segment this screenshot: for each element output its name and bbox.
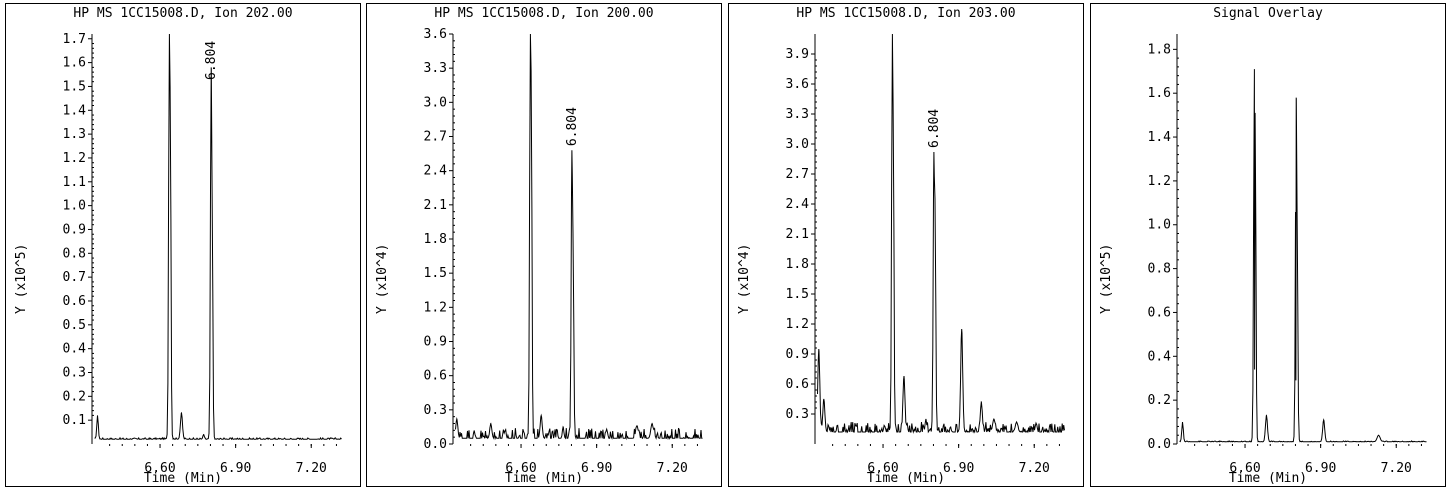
y-tick-label: 1.2 xyxy=(63,151,86,166)
chart-plot-area: 0.0 0.3 0.6 0.9 1.2 1.5 1.8 2.1 2.4 2.7 3.0 3.3 3.6 6… xyxy=(424,27,703,476)
y-tick-label: 1.2 xyxy=(1148,174,1171,189)
x-axis-label: Time (Min) xyxy=(866,471,946,486)
x-tick-label: 6.60 xyxy=(144,461,175,476)
y-tick-label: 0.6 xyxy=(786,377,809,392)
chart-panel-signal-overlay: Signal Overlay Y (x10^5) Time (Min) 0.0 0… xyxy=(1090,3,1446,487)
y-tick-label: 3.3 xyxy=(786,107,809,122)
peak-label: 6.804 xyxy=(927,109,942,148)
y-tick-label: 2.4 xyxy=(786,197,810,212)
y-tick-label: 0.4 xyxy=(1148,349,1172,364)
y-tick-label: 1.0 xyxy=(1148,218,1171,233)
chart-title: HP MS 1CC15008.D, Ion 200.00 xyxy=(434,6,654,21)
y-tick-label: 1.1 xyxy=(63,175,86,190)
y-tick-label: 1.3 xyxy=(63,127,86,142)
peak-label: 6.804 xyxy=(565,107,580,146)
x-axis-label: Time (Min) xyxy=(1228,471,1308,486)
chart-panel-ion-203: HP MS 1CC15008.D, Ion 203.00 Y (x10^4) T… xyxy=(728,3,1084,487)
x-tick-label: 6.60 xyxy=(867,461,898,476)
y-tick-label: 3.6 xyxy=(424,27,447,42)
y-tick-label: 1.2 xyxy=(786,317,809,332)
y-tick-label: 1.6 xyxy=(1148,86,1171,101)
chart-plot-area: 0.0 0.2 0.4 0.6 0.8 1.0 1.2 1.4 1.6 1.8 6.60 6.90 7.… xyxy=(1148,34,1427,476)
chart-plot-area: 0.3 0.6 0.9 1.2 1.5 1.8 2.1 2.4 2.7 3.0 3.3 3.6 3.9 6… xyxy=(786,33,1065,476)
y-tick-label: 2.7 xyxy=(424,130,447,145)
y-tick-label: 0.1 xyxy=(63,413,86,428)
x-tick-label: 7.20 xyxy=(1019,461,1050,476)
y-tick-label: 2.7 xyxy=(786,167,809,182)
y-tick-label: 1.5 xyxy=(424,266,447,281)
x-tick-label: 6.90 xyxy=(220,461,251,476)
x-tick-label: 6.90 xyxy=(1305,461,1336,476)
y-tick-label: 0.6 xyxy=(1148,305,1171,320)
chart-plot-area: 0.1 0.2 0.3 0.4 0.5 0.6 0.7 0.8 0.9 1.0 1.1 1.2 1.3 1… xyxy=(63,32,342,476)
y-tick-label: 0.0 xyxy=(424,437,447,452)
y-tick-label: 1.8 xyxy=(786,257,809,272)
y-tick-label: 0.9 xyxy=(424,335,447,350)
y-tick-label: 1.8 xyxy=(1148,42,1171,57)
x-tick-label: 6.90 xyxy=(943,461,974,476)
y-tick-label: 1.6 xyxy=(63,56,86,71)
y-tick-label: 0.3 xyxy=(63,365,86,380)
y-tick-label: 1.5 xyxy=(786,287,809,302)
y-tick-label: 1.5 xyxy=(63,79,86,94)
signal-trace xyxy=(455,33,703,441)
x-tick-label: 7.20 xyxy=(1381,461,1412,476)
y-tick-label: 0.6 xyxy=(63,294,86,309)
y-tick-label: 3.9 xyxy=(786,47,809,62)
chart-title: Signal Overlay xyxy=(1213,6,1323,21)
signal-trace xyxy=(817,33,1065,434)
y-tick-label: 0.0 xyxy=(1148,437,1171,452)
x-tick-label: 6.60 xyxy=(1229,461,1260,476)
y-tick-label: 3.0 xyxy=(786,137,809,152)
y-tick-label: 0.2 xyxy=(63,389,86,404)
chart-title: HP MS 1CC15008.D, Ion 202.00 xyxy=(73,6,293,21)
y-tick-label: 1.4 xyxy=(1148,130,1172,145)
y-tick-label: 2.4 xyxy=(424,164,448,179)
y-tick-label: 0.9 xyxy=(786,347,809,362)
x-tick-label: 6.90 xyxy=(581,461,612,476)
y-tick-label: 0.6 xyxy=(424,369,447,384)
y-tick-label: 3.6 xyxy=(786,77,809,92)
x-tick-label: 7.20 xyxy=(657,461,688,476)
y-tick-label: 0.2 xyxy=(1148,393,1171,408)
y-tick-label: 2.1 xyxy=(786,227,809,242)
y-tick-label: 1.7 xyxy=(63,32,86,47)
y-tick-label: 0.9 xyxy=(63,222,86,237)
x-axis-label: Time (Min) xyxy=(504,471,584,486)
y-tick-label: 0.7 xyxy=(63,270,86,285)
y-tick-label: 0.8 xyxy=(1148,262,1171,277)
chart-panel-ion-200: HP MS 1CC15008.D, Ion 200.00 Y (x10^4) T… xyxy=(366,3,722,487)
y-tick-label: 1.8 xyxy=(424,232,447,247)
y-tick-label: 3.3 xyxy=(424,61,447,76)
chart-panel-ion-202: HP MS 1CC15008.D, Ion 202.00 Y (x10^5) T… xyxy=(5,3,361,487)
chart-title: HP MS 1CC15008.D, Ion 203.00 xyxy=(796,6,1016,21)
y-tick-label: 0.3 xyxy=(786,407,809,422)
signal-trace xyxy=(1179,69,1427,443)
y-tick-label: 3.0 xyxy=(424,95,447,110)
y-tick-label: 0.5 xyxy=(63,318,86,333)
y-tick-label: 1.0 xyxy=(63,199,86,214)
y-tick-label: 1.4 xyxy=(63,103,87,118)
signal-trace xyxy=(94,33,342,441)
peak-label: 6.804 xyxy=(204,41,219,80)
y-tick-label: 0.8 xyxy=(63,246,86,261)
y-tick-label: 1.2 xyxy=(424,300,447,315)
y-tick-label: 0.3 xyxy=(424,403,447,418)
y-tick-label: 0.4 xyxy=(63,342,87,357)
x-tick-label: 6.60 xyxy=(505,461,536,476)
y-tick-label: 2.1 xyxy=(424,198,447,213)
x-tick-label: 7.20 xyxy=(296,461,327,476)
x-axis-label: Time (Min) xyxy=(143,471,223,486)
